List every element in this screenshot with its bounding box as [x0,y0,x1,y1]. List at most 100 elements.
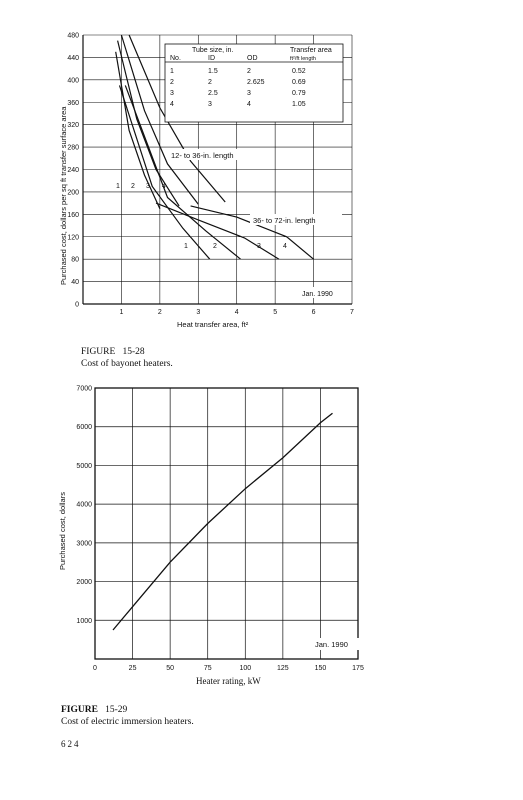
table-cell: 2.5 [208,90,218,97]
figure2-caption: FIGURE 15-29 Cost of electric immersion … [61,704,194,728]
chart1-x-tick: 2 [158,309,162,316]
long-length-label: 36- to 72-in. length [253,216,316,225]
table-header-od: OD [247,55,258,62]
chart2-date-label: Jan. 1990 [315,640,348,649]
chart1-y-tick: 360 [67,100,79,107]
figure2-caption-text: Cost of electric immersion heaters. [61,717,194,727]
chart1-series-line-7 [155,202,280,260]
chart1-series-line-6 [124,85,241,260]
chart2-y-tick: 1000 [76,618,92,625]
table-cell: 2.625 [247,79,265,86]
chart2-x-tick: 175 [352,665,364,672]
table-cell: 4 [247,101,251,108]
chart2-x-tick: 150 [315,665,327,672]
chart1-date-label: Jan. 1990 [302,291,333,298]
chart1-series-line-1 [115,51,161,209]
chart2-grid [94,387,359,660]
chart1-x-tick: 5 [273,309,277,316]
table-cell: 0.69 [292,79,306,86]
table-cell: 2 [208,79,212,86]
chart2-x-axis-label: Heater rating, kW [196,676,261,686]
chart2-y-tick: 2000 [76,579,92,586]
figure1-caption-text: Cost of bayonet heaters. [81,359,173,369]
chart1-y-tick: 80 [71,257,79,264]
chart2-y-axis-label: Purchased cost, dollars [58,492,67,570]
table-cell: 1.5 [208,68,218,75]
chart2-y-tick: 5000 [76,463,92,470]
figure2-caption-label: FIGURE [61,705,98,715]
chart1-y-tick: 0 [75,302,79,309]
table-cell: 0.52 [292,68,306,75]
table-cell: 1 [170,68,174,75]
chart2-y-tick: 7000 [76,386,92,393]
chart2-frame [94,387,359,660]
chart1-y-tick: 280 [67,145,79,152]
table-cell: 1.05 [292,101,306,108]
chart1-y-tick: 440 [67,55,79,62]
short-curve-label-1: 1 [116,183,120,190]
table-cell: 0.79 [292,90,306,97]
chart2-x-tick: 25 [129,665,137,672]
figure1-caption-number: 15-28 [122,347,145,357]
chart1-series-line-2 [117,40,180,207]
chart1-y-tick: 240 [67,167,79,174]
figure1-caption: FIGURE 15-28 Cost of bayonet heaters. [81,346,173,370]
chart1-date-bg [297,287,347,298]
long-curve-label-3: 3 [257,243,261,250]
tube-size-table: Tube size, in. Transfer area ft²/ft leng… [164,43,344,123]
chart1-y-tick: 160 [67,212,79,219]
chart1-series-line-3 [120,34,199,205]
chart2-y-tick: 3000 [76,540,92,547]
table-box [164,43,344,123]
short-length-label-bg [168,149,248,160]
chart1-series [115,34,314,260]
chart1-y-axis-label: Purchased cost, dollars per sq ft transf… [59,106,68,285]
table-header-no: No. [170,55,181,62]
figure2-caption-number: 15-29 [105,705,128,715]
figure1-caption-label: FIGURE [81,347,116,357]
table-unit: ft²/ft length [290,56,316,62]
short-curve-label-3: 3 [146,183,150,190]
long-curve-label-1: 1 [184,243,188,250]
chart2-x-tick: 0 [93,665,97,672]
long-curve-label-4: 4 [283,243,287,250]
chart1-y-tick: 320 [67,122,79,129]
chart2-y-tick: 4000 [76,502,92,509]
chart1-annotations: 12- to 36-in. length 36- to 72-in. lengt… [116,149,347,298]
chart1-y-tick: 40 [71,279,79,286]
chart1-tick-labels: 0 40 80 120 160 200 240 280 320 360 400 440 480 1 2 3 4 5… [67,33,354,317]
short-length-label: 12- to 36-in. length [171,151,234,160]
chart1-y-tick: 120 [67,234,79,241]
electric-heater-chart: 1000 2000 3000 4000 5000 6000 7000 0 25 50 75 100 12… [58,386,364,687]
table-header-transfer-area: Transfer area [290,47,332,54]
chart1-y-tick: 200 [67,189,79,196]
chart1-series-line-8 [190,205,314,260]
chart1-x-tick: 3 [196,309,200,316]
chart2-x-tick: 75 [204,665,212,672]
chart1-x-tick: 1 [119,309,123,316]
chart1-x-tick: 6 [312,309,316,316]
table-header-id: ID [208,55,215,62]
short-curve-label-4: 4 [162,183,166,190]
chart1-y-tick: 400 [67,77,79,84]
table-cell: 3 [247,90,251,97]
chart1-x-axis-label: Heat transfer area, ft² [177,320,249,329]
chart1-x-tick: 4 [235,309,239,316]
table-cell: 3 [208,101,212,108]
table-cell: 4 [170,101,174,108]
table-cell: 2 [247,68,251,75]
chart2-series-line [112,412,333,631]
page-number: 624 [61,739,81,749]
long-curve-label-2: 2 [213,243,217,250]
chart2-x-tick: 50 [166,665,174,672]
table-rows: 1 1.5 2 0.52 2 2 2.625 0.69 3 2.5 3 0.79 4 3 4 1.05 [170,68,306,108]
chart2-tick-labels: 1000 2000 3000 4000 5000 6000 7000 0 25 50 75 100 12… [76,386,364,673]
chart2-x-tick: 100 [239,665,251,672]
table-group-header: Tube size, in. [192,47,233,54]
bayonet-heater-chart: 0 40 80 120 160 200 240 280 320 360 400 440 480 1 2 3 4 5… [59,33,354,330]
chart2-y-tick: 6000 [76,424,92,431]
chart1-y-tick: 480 [67,33,79,40]
table-cell: 3 [170,90,174,97]
chart2-date-bg [311,638,359,650]
table-cell: 2 [170,79,174,86]
